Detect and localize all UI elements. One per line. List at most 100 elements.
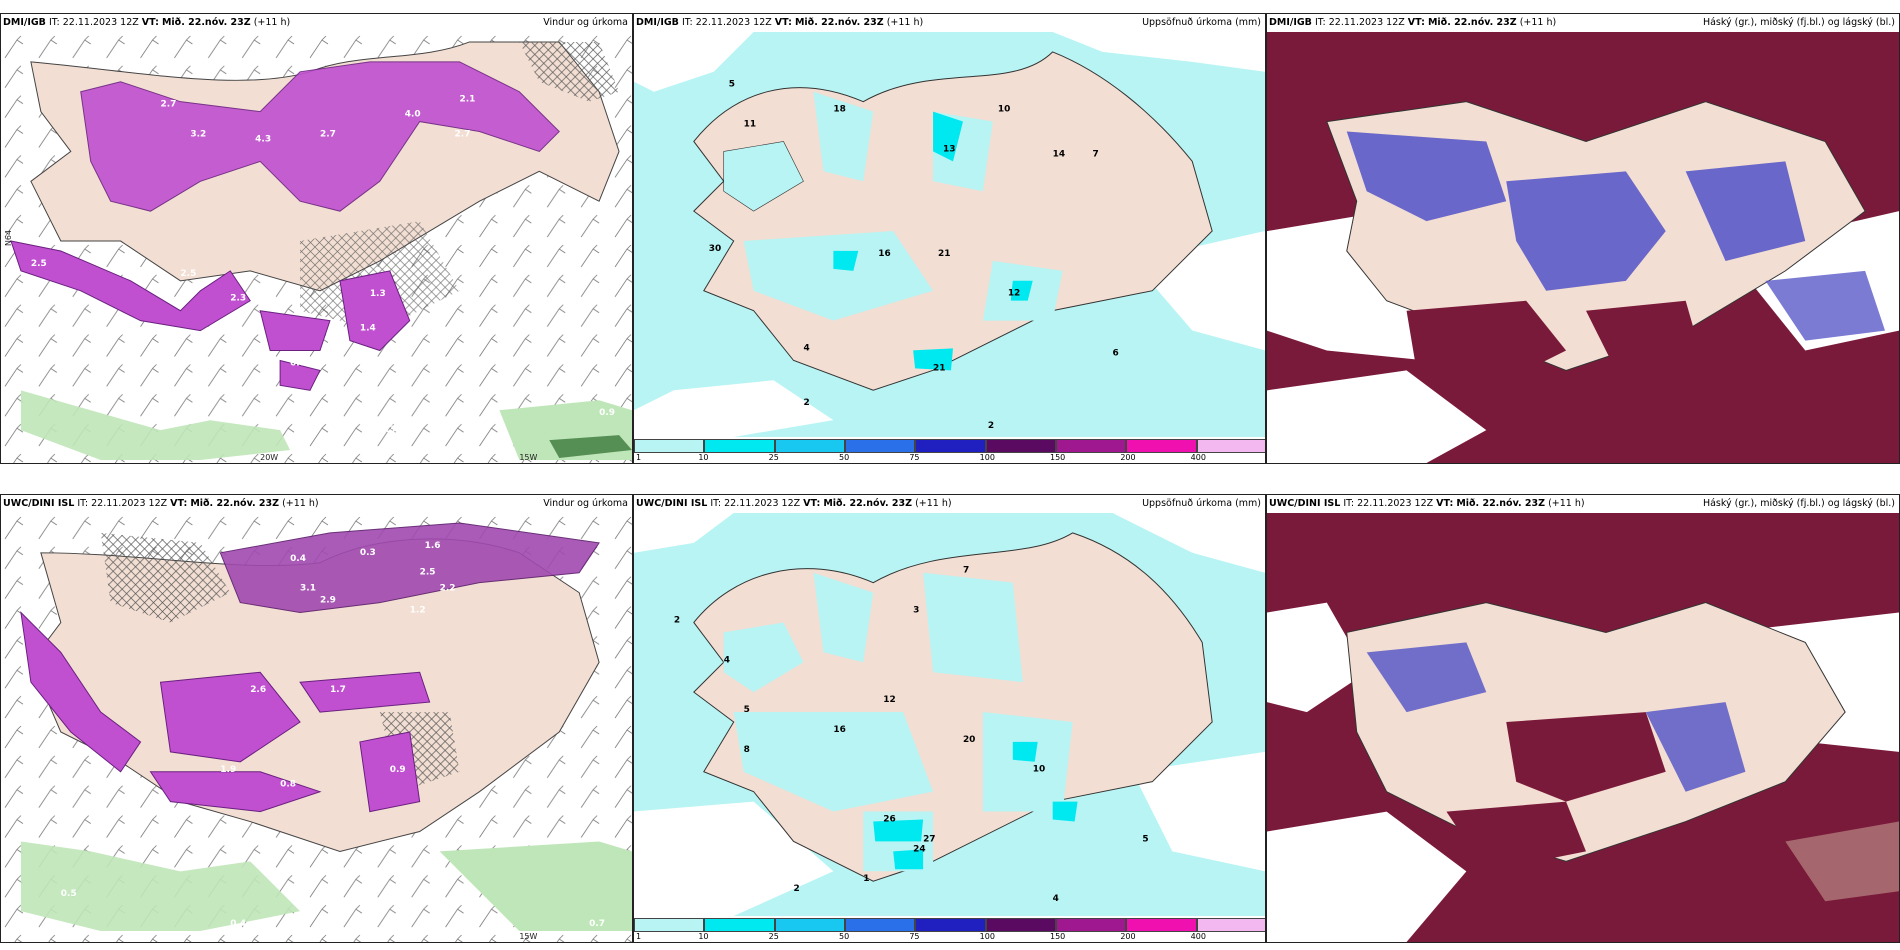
init-time: 22.11.2023 12Z bbox=[91, 498, 168, 509]
map-value-label: 2.1 bbox=[460, 95, 476, 105]
colorbar-swatch bbox=[634, 439, 705, 453]
colorbar-swatch bbox=[1056, 918, 1127, 932]
panel-title: Vindur og úrkoma bbox=[543, 17, 628, 28]
map-value-label: 1.9 bbox=[220, 765, 236, 775]
colorbar-swatch bbox=[915, 439, 986, 453]
map-area[interactable] bbox=[1267, 513, 1899, 942]
colorbar-label: 25 bbox=[768, 453, 779, 462]
map-value-label: 3.1 bbox=[300, 584, 316, 594]
map-value-label: 20 bbox=[963, 735, 975, 745]
vt-label: VT: bbox=[774, 17, 792, 28]
map-value-label: 6 bbox=[1112, 348, 1118, 358]
panel-title: Háský (gr.), miðský (fj.bl.) og lágský (… bbox=[1702, 498, 1895, 509]
init-time: 22.11.2023 12Z bbox=[695, 17, 772, 28]
map-value-label: 30 bbox=[709, 244, 721, 254]
map-value-label: 0.7 bbox=[589, 919, 605, 929]
colorbar-label: 10 bbox=[698, 932, 709, 941]
map-value-label: 12 bbox=[883, 695, 895, 705]
map-value-label: 7 bbox=[1093, 149, 1099, 159]
colorbar-swatch bbox=[634, 918, 705, 932]
map-value-label: 5 bbox=[1142, 834, 1148, 844]
lon-label-20w: 20W bbox=[260, 453, 278, 462]
colorbar-label: 100 bbox=[979, 932, 995, 941]
map-value-label: 2.7 bbox=[455, 130, 471, 140]
map-area[interactable]: N64 20W 15W 2.7 3.2 4.3 2.7 2.1 4.0 2.7 2.5 2.5 2… bbox=[1, 32, 632, 463]
map-value-label: 0.4 bbox=[230, 919, 246, 929]
model-name: DMI/IGB bbox=[3, 17, 46, 28]
colorbar-swatch bbox=[845, 439, 916, 453]
panel-header: DMI/IGB IT: 22.11.2023 12Z VT: Mið. 22.n… bbox=[1267, 14, 1899, 32]
vt-label: VT: bbox=[1407, 17, 1425, 28]
map-value-label: 7 bbox=[963, 566, 969, 576]
lead-time: (+11 h) bbox=[886, 17, 924, 28]
colorbar-label: 10 bbox=[698, 453, 709, 462]
map-value-label: 1.3 bbox=[370, 289, 386, 299]
colorbar-swatch bbox=[985, 918, 1056, 932]
map-value-label: 27 bbox=[923, 834, 935, 844]
accum-value-labels: 5 11 18 13 10 14 7 30 16 21 12 21 4 2 6 2 bbox=[709, 80, 1119, 431]
lead-time: (+11 h) bbox=[282, 498, 319, 509]
map-value-label: 21 bbox=[933, 363, 945, 373]
map-value-label: 0.5 bbox=[61, 889, 77, 899]
map-area[interactable]: 15W 0.4 0.3 1.6 3.1 2.5 2.2 2.9 1.2 2.6 1.7 1.9 0.9… bbox=[1, 513, 632, 942]
map-value-label: 4.0 bbox=[405, 110, 421, 120]
colorbar-label: 50 bbox=[839, 932, 850, 941]
precip-value-labels: 2.7 3.2 4.3 2.7 2.1 4.0 2.7 2.5 2.5 2.3 1.3 1.4 0.8 0… bbox=[31, 95, 615, 435]
panel-title: Vindur og úrkoma bbox=[543, 498, 628, 509]
map-value-label: 2.5 bbox=[31, 259, 47, 269]
lead-time: (+11 h) bbox=[1519, 17, 1557, 28]
map-value-label: 2.7 bbox=[160, 100, 176, 110]
map-value-label: 1 bbox=[863, 874, 869, 884]
map-value-label: 1.4 bbox=[360, 324, 376, 334]
map-area[interactable]: 5 11 18 13 10 14 7 30 16 21 12 21 4 2 6 2 bbox=[634, 32, 1265, 437]
it-label: IT: bbox=[681, 17, 693, 28]
vt-label: VT: bbox=[803, 498, 821, 509]
map-value-label: 10 bbox=[1033, 765, 1045, 775]
panel-header: UWC/DINI ISL IT: 22.11.2023 12Z VT: Mið.… bbox=[1, 495, 632, 513]
colorbar-swatch bbox=[774, 918, 845, 932]
colorbar-label: 75 bbox=[909, 453, 920, 462]
lead-time: (+11 h) bbox=[253, 17, 291, 28]
map-value-label: 16 bbox=[878, 249, 890, 259]
colorbar-swatch bbox=[1126, 439, 1197, 453]
it-label: IT: bbox=[710, 498, 722, 509]
lon-label-15w: 15W bbox=[519, 453, 537, 462]
map-value-label: 4 bbox=[724, 655, 730, 665]
colorbar-label: 200 bbox=[1120, 453, 1136, 462]
colorbar-swatch bbox=[1056, 439, 1127, 453]
panel-dmi-wind-precip: DMI/IGB IT: 22.11.2023 12Z VT: Mið. 22.n… bbox=[0, 13, 633, 464]
map-value-label: 2.5 bbox=[420, 568, 436, 578]
map-value-label: 2.9 bbox=[320, 596, 336, 606]
map-value-label: 21 bbox=[938, 249, 950, 259]
map-value-label: 2.7 bbox=[320, 130, 336, 140]
map-value-label: 2.2 bbox=[440, 584, 456, 594]
panel-dmi-clouds: DMI/IGB IT: 22.11.2023 12Z VT: Mið. 22.n… bbox=[1266, 13, 1900, 464]
colorbar-swatch bbox=[1126, 918, 1197, 932]
panel-dmi-accum-precip: DMI/IGB IT: 22.11.2023 12Z VT: Mið. 22.n… bbox=[633, 13, 1266, 464]
panel-uwc-accum-precip: UWC/DINI ISL IT: 22.11.2023 12Z VT: Mið.… bbox=[633, 494, 1266, 943]
valid-time: Mið. 22.nóv. 23Z bbox=[1427, 17, 1517, 28]
map-value-label: 4 bbox=[803, 343, 809, 353]
panel-uwc-wind-precip: UWC/DINI ISL IT: 22.11.2023 12Z VT: Mið.… bbox=[0, 494, 633, 943]
map-area[interactable]: 2 4 5 8 12 16 20 26 27 24 3 7 10 1 2 4 5 bbox=[634, 513, 1265, 916]
map-area[interactable] bbox=[1267, 32, 1899, 463]
colorbar: 1 10 25 50 75 100 150 200 400 bbox=[634, 437, 1265, 463]
map-value-label: 2 bbox=[803, 398, 809, 408]
it-label: IT: bbox=[1314, 17, 1326, 28]
model-name: UWC/DINI ISL bbox=[3, 498, 75, 509]
map-value-label: 1.6 bbox=[425, 541, 441, 551]
colorbar-swatch bbox=[915, 918, 986, 932]
init-time: 22.11.2023 12Z bbox=[1357, 498, 1434, 509]
colorbar: 1 10 25 50 75 100 150 200 400 bbox=[634, 916, 1265, 942]
map-value-label: 5 bbox=[744, 705, 750, 715]
init-time: 22.11.2023 12Z bbox=[62, 17, 139, 28]
map-value-label: 2 bbox=[988, 421, 994, 431]
map-value-label: 14 bbox=[1053, 149, 1065, 159]
panel-header: UWC/DINI ISL IT: 22.11.2023 12Z VT: Mið.… bbox=[1267, 495, 1899, 513]
panel-header: UWC/DINI ISL IT: 22.11.2023 12Z VT: Mið.… bbox=[634, 495, 1265, 513]
colorbar-label: 200 bbox=[1120, 932, 1136, 941]
it-label: IT: bbox=[48, 17, 60, 28]
colorbar-label: 75 bbox=[909, 932, 920, 941]
map-value-label: 8 bbox=[744, 745, 750, 755]
